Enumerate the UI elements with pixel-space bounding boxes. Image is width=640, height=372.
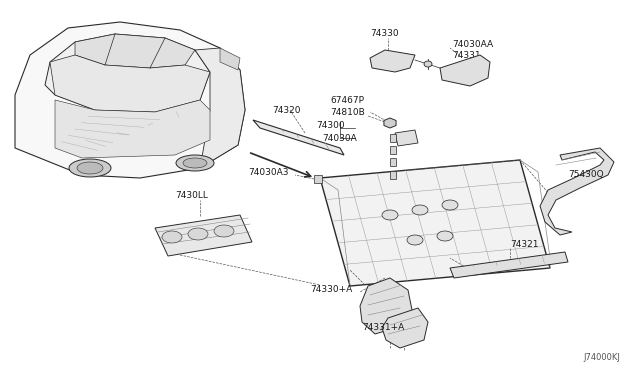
Ellipse shape xyxy=(183,158,207,168)
Text: 74330+A: 74330+A xyxy=(310,285,352,295)
Polygon shape xyxy=(384,118,396,128)
Polygon shape xyxy=(15,22,245,178)
Ellipse shape xyxy=(176,155,214,171)
Polygon shape xyxy=(390,171,396,179)
Polygon shape xyxy=(220,48,240,70)
Polygon shape xyxy=(195,48,245,168)
Text: 7430LL: 7430LL xyxy=(175,190,208,199)
Text: 74030A: 74030A xyxy=(322,134,356,142)
Polygon shape xyxy=(540,148,614,235)
Ellipse shape xyxy=(437,231,453,241)
Polygon shape xyxy=(75,34,195,68)
Text: 74810B: 74810B xyxy=(330,108,365,116)
Ellipse shape xyxy=(382,210,398,220)
Polygon shape xyxy=(45,34,210,112)
Polygon shape xyxy=(253,120,344,155)
Polygon shape xyxy=(440,55,490,86)
Ellipse shape xyxy=(442,200,458,210)
Text: 74331+A: 74331+A xyxy=(362,324,404,333)
Text: 74321: 74321 xyxy=(510,240,538,248)
Polygon shape xyxy=(360,278,412,334)
Text: 75430Q: 75430Q xyxy=(568,170,604,179)
Text: J74000KJ: J74000KJ xyxy=(583,353,620,362)
Polygon shape xyxy=(382,308,428,348)
Text: 74030AA: 74030AA xyxy=(452,39,493,48)
Polygon shape xyxy=(155,215,252,256)
Ellipse shape xyxy=(188,228,208,240)
Ellipse shape xyxy=(407,235,423,245)
Polygon shape xyxy=(390,134,396,142)
Polygon shape xyxy=(370,50,415,72)
Text: 74300: 74300 xyxy=(316,121,344,129)
Text: 74030A3: 74030A3 xyxy=(248,167,289,176)
Ellipse shape xyxy=(214,225,234,237)
Polygon shape xyxy=(390,158,396,166)
Text: 74331: 74331 xyxy=(452,51,481,60)
Ellipse shape xyxy=(77,162,103,174)
Text: 74330: 74330 xyxy=(370,29,399,38)
Polygon shape xyxy=(395,130,418,146)
Ellipse shape xyxy=(412,205,428,215)
Polygon shape xyxy=(320,160,550,286)
Ellipse shape xyxy=(162,231,182,243)
Ellipse shape xyxy=(424,61,432,67)
Polygon shape xyxy=(314,175,322,183)
Text: 67467P: 67467P xyxy=(330,96,364,105)
Polygon shape xyxy=(50,55,210,112)
Polygon shape xyxy=(390,146,396,154)
Polygon shape xyxy=(55,100,210,158)
Ellipse shape xyxy=(69,159,111,177)
Polygon shape xyxy=(450,252,568,278)
Text: 74320: 74320 xyxy=(272,106,301,115)
